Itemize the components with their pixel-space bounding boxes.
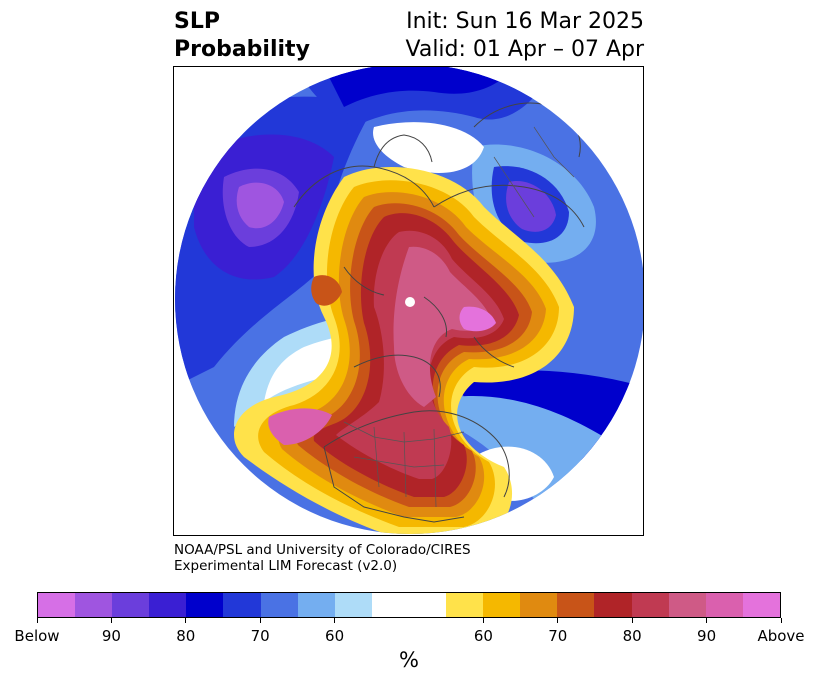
colorbar-segment	[112, 593, 150, 617]
polar-map-svg	[175, 67, 643, 534]
colorbar	[37, 592, 781, 618]
colorbar-tick	[557, 618, 559, 623]
colorbar-segment	[186, 593, 224, 617]
coastlines	[293, 102, 585, 523]
colorbar-segment	[408, 593, 447, 617]
colorbar-tick-label: 90	[101, 627, 121, 645]
colorbar-tick-label: 80	[176, 627, 196, 645]
colorbar-tick	[185, 618, 187, 623]
colorbar-segment	[668, 593, 706, 617]
colorbar-segment	[446, 593, 484, 617]
colorbar-tick-label: Below	[14, 627, 60, 645]
colorbar-segment	[520, 593, 558, 617]
probability-map	[173, 66, 644, 536]
colorbar-units: %	[399, 648, 419, 672]
colorbar-tick	[36, 618, 38, 623]
colorbar-tick-label: 60	[473, 627, 493, 645]
colorbar-tick-label: 90	[697, 627, 717, 645]
credit-text: NOAA/PSL and University of Colorado/CIRE…	[174, 542, 471, 574]
probability-field	[175, 67, 643, 534]
colorbar-tick	[706, 618, 708, 623]
colorbar-segment	[149, 593, 187, 617]
colorbar-tick	[259, 618, 261, 623]
colorbar-tick-label: 70	[250, 627, 270, 645]
map-title: SLP Probability	[174, 8, 310, 64]
colorbar-segment	[223, 593, 261, 617]
colorbar-tick	[334, 618, 336, 623]
colorbar-segment	[297, 593, 335, 617]
colorbar-segment	[705, 593, 743, 617]
colorbar-tick	[631, 618, 633, 623]
colorbar-tick-label: 60	[325, 627, 345, 645]
colorbar-segment	[38, 593, 76, 617]
colorbar-tick	[780, 618, 782, 623]
colorbar-segment	[260, 593, 298, 617]
colorbar-segment	[631, 593, 669, 617]
init-date: Init: Sun 16 Mar 2025	[406, 9, 644, 34]
colorbar-segment	[371, 593, 409, 617]
colorbar-segment	[483, 593, 521, 617]
colorbar-tick-label: 70	[548, 627, 568, 645]
title-product: Probability	[174, 37, 310, 62]
colorbar-tick-label: 80	[622, 627, 642, 645]
borders	[343, 126, 575, 508]
colorbar-segment	[557, 593, 595, 617]
forecast-dates: Init: Sun 16 Mar 2025 Valid: 01 Apr – 07…	[406, 8, 645, 64]
colorbar-segment	[742, 593, 780, 617]
title-variable: SLP	[174, 9, 220, 34]
colorbar-segment	[594, 593, 632, 617]
colorbar-tick	[110, 618, 112, 623]
credit-line1: NOAA/PSL and University of Colorado/CIRE…	[174, 542, 471, 558]
colorbar-segment	[75, 593, 113, 617]
valid-period: Valid: 01 Apr – 07 Apr	[405, 37, 645, 62]
colorbar-segment	[334, 593, 372, 617]
colorbar-tick	[482, 618, 484, 623]
colorbar-tick-label: Above	[757, 627, 805, 645]
credit-line2: Experimental LIM Forecast (v2.0)	[174, 558, 398, 574]
